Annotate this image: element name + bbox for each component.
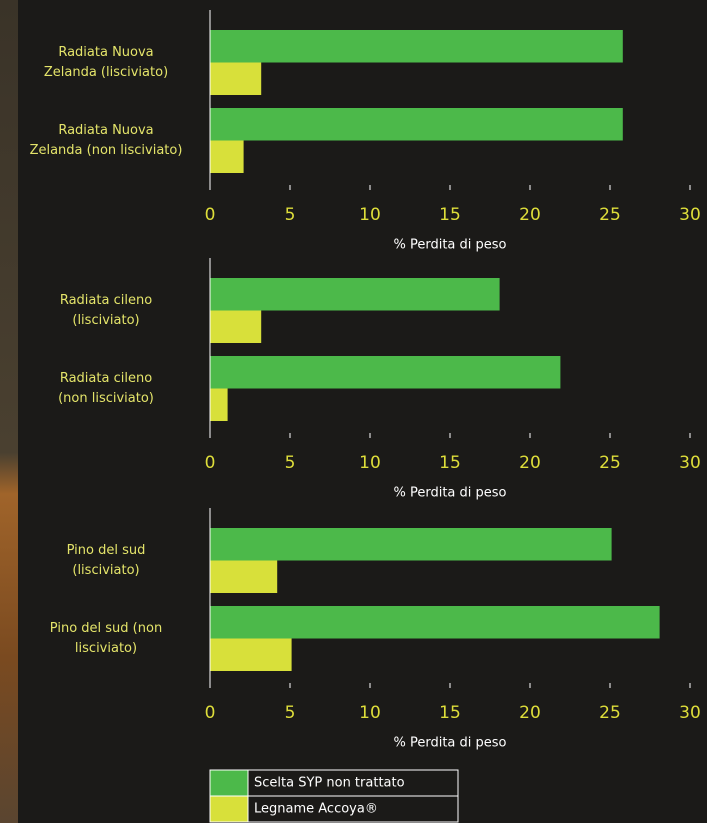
- x-tick-label: 20: [519, 453, 541, 473]
- category-label: Pino del sud (lisciviato): [66, 542, 146, 578]
- x-tick-label: 5: [285, 205, 296, 225]
- bar: [210, 278, 500, 311]
- x-tick-label: 15: [439, 453, 461, 473]
- x-tick-label: 20: [519, 205, 541, 225]
- bar: [210, 356, 561, 389]
- category-label: Pino del sud (non lisciviato): [49, 620, 163, 656]
- legend-swatch: [209, 769, 249, 797]
- bar: [210, 528, 612, 561]
- category-label: Radiata Nuova Zelanda (non lisciviato): [29, 122, 183, 158]
- x-tick-label: 20: [519, 703, 541, 723]
- bar: [210, 62, 262, 95]
- x-tick-label: 25: [599, 205, 621, 225]
- x-tick-label: 0: [205, 205, 216, 225]
- category-label: Radiata cileno (non lisciviato): [58, 370, 154, 406]
- x-tick-label: 30: [679, 453, 701, 473]
- bar: [210, 606, 660, 639]
- x-axis-label: % Perdita di peso: [393, 238, 506, 253]
- x-tick-label: 25: [599, 703, 621, 723]
- bar: [210, 310, 262, 343]
- background-photo-strip: [0, 0, 18, 823]
- x-tick-label: 5: [285, 703, 296, 723]
- x-axis-label: % Perdita di peso: [393, 736, 506, 751]
- bar: [210, 638, 292, 671]
- x-tick-label: 30: [679, 703, 701, 723]
- legend-label: Scelta SYP non trattato: [254, 776, 405, 791]
- bar: [210, 30, 623, 63]
- x-tick-label: 30: [679, 205, 701, 225]
- category-label: Radiata cileno (lisciviato): [59, 292, 153, 328]
- x-tick-label: 25: [599, 453, 621, 473]
- legend-cell: [247, 795, 459, 823]
- bar: [210, 388, 228, 421]
- x-tick-label: 15: [439, 703, 461, 723]
- bar: [210, 140, 244, 173]
- legend-swatch: [209, 795, 249, 823]
- x-tick-label: 10: [359, 703, 381, 723]
- x-tick-label: 0: [205, 703, 216, 723]
- x-tick-label: 0: [205, 453, 216, 473]
- category-label: Radiata Nuova Zelanda (lisciviato): [43, 44, 169, 80]
- x-tick-label: 10: [359, 205, 381, 225]
- x-tick-label: 15: [439, 205, 461, 225]
- bar: [210, 108, 623, 141]
- legend-label: Legname Accoya®: [254, 802, 378, 817]
- x-tick-label: 5: [285, 453, 296, 473]
- bar: [210, 560, 278, 593]
- x-tick-label: 10: [359, 453, 381, 473]
- x-axis-label: % Perdita di peso: [393, 486, 506, 501]
